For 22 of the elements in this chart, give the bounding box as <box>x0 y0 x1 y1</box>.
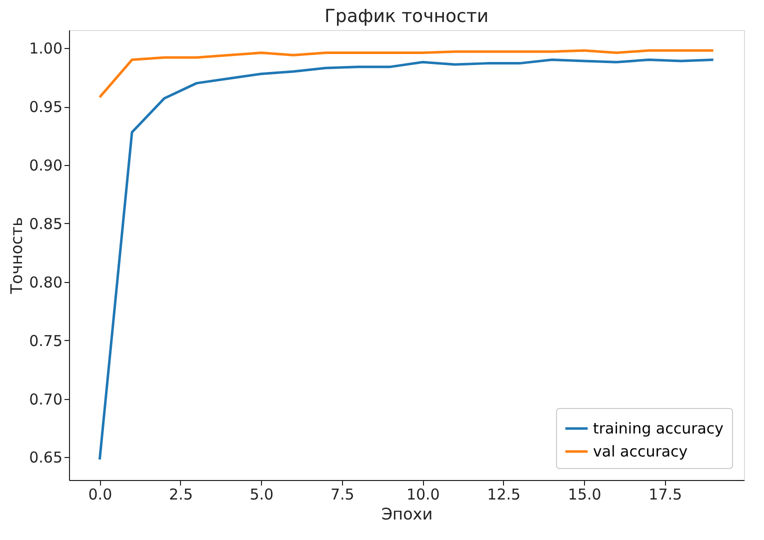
y-tick-label: 0.80 <box>29 273 62 292</box>
x-tick-label: 0.0 <box>88 486 112 504</box>
x-tick-label: 12.5 <box>487 486 521 504</box>
x-tick-label: 15.0 <box>568 486 602 504</box>
legend-label: training accuracy <box>593 420 724 438</box>
x-axis-title: Эпохи <box>381 504 433 524</box>
y-tick-label: 0.65 <box>29 448 62 467</box>
y-tick-label: 0.70 <box>29 390 62 408</box>
legend-label: val accuracy <box>593 442 688 460</box>
y-tick-label: 0.75 <box>29 332 62 350</box>
y-tick-label: 0.90 <box>29 156 62 174</box>
x-tick-label: 7.5 <box>330 486 354 504</box>
x-tick-label: 17.5 <box>648 486 682 504</box>
y-tick-label: 1.00 <box>29 40 62 58</box>
x-tick-label: 5.0 <box>250 486 274 504</box>
chart-title: График точности <box>324 6 489 27</box>
line-series <box>98 49 715 98</box>
x-tick-label: 10.0 <box>406 486 440 504</box>
y-tick-label: 0.95 <box>29 98 62 116</box>
y-axis-title: Точность <box>7 217 26 295</box>
x-tick-label: 2.5 <box>168 486 193 504</box>
y-tick-label: 0.85 <box>29 214 62 233</box>
